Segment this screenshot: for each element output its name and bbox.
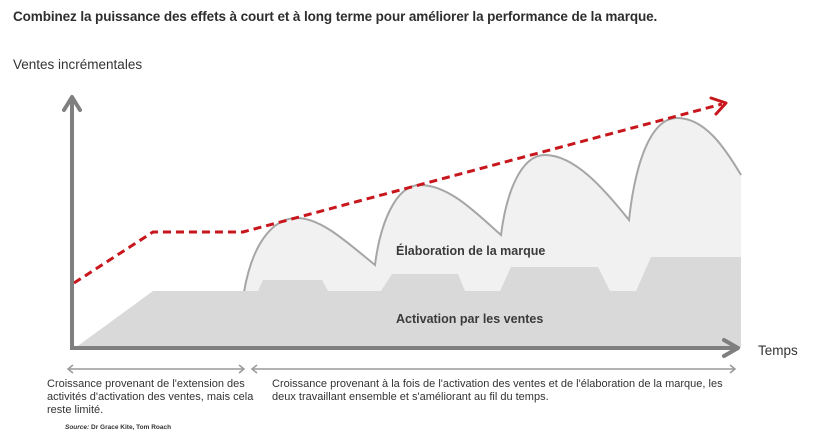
x-axis-label: Temps bbox=[758, 343, 798, 358]
source-label: Source: bbox=[65, 424, 90, 431]
x-axis-arrow-icon bbox=[722, 338, 740, 358]
trend-arrowhead-icon bbox=[709, 96, 728, 116]
phase1-description: Croissance provenant de l'extension des … bbox=[47, 378, 254, 416]
phase1-span-arrow bbox=[66, 364, 246, 374]
trend-line bbox=[73, 102, 723, 285]
y-axis-label: Ventes incrémentales bbox=[13, 57, 143, 72]
brand-building-curve bbox=[243, 116, 742, 293]
brand-building-label: Élaboration de la marque bbox=[396, 244, 546, 258]
source-credit: Source: Dr Grace Kite, Tom Roach bbox=[65, 424, 171, 431]
sales-activation-area bbox=[75, 257, 741, 348]
sales-activation-label: Activation par les ventes bbox=[396, 312, 544, 326]
y-axis-arrow-icon bbox=[62, 95, 82, 112]
diagram-title: Combinez la puissance des effets à court… bbox=[13, 9, 658, 24]
phase2-span-arrow bbox=[250, 364, 737, 374]
brand-building-area bbox=[244, 118, 741, 348]
phase2-description: Croissance provenant à la fois de l'acti… bbox=[272, 378, 723, 403]
source-authors: Dr Grace Kite, Tom Roach bbox=[89, 424, 172, 431]
